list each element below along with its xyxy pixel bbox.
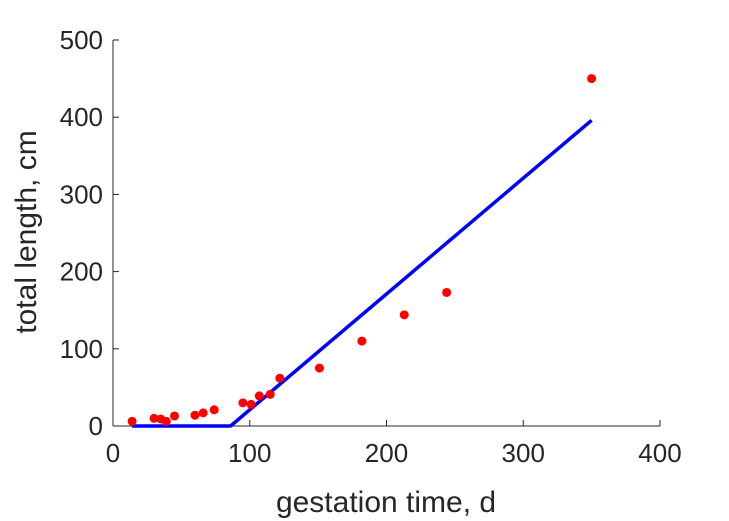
x-tick-label: 400 — [638, 438, 681, 468]
y-tick-label: 300 — [60, 179, 103, 209]
data-point — [190, 410, 200, 420]
x-tick-label: 100 — [228, 438, 271, 468]
data-point — [161, 416, 171, 426]
x-tick-label: 0 — [106, 438, 120, 468]
y-tick-label: 200 — [60, 257, 103, 287]
data-point — [149, 413, 159, 423]
data-point — [170, 411, 180, 421]
y-tick-label: 400 — [60, 102, 103, 132]
y-axis-label: total length, cm — [10, 130, 43, 333]
fit-line — [132, 118, 593, 428]
data-point — [246, 399, 256, 409]
data-point — [254, 391, 264, 401]
data-point — [399, 310, 409, 320]
data-point — [314, 363, 324, 373]
data-point — [265, 389, 275, 399]
axes: 0 100 200 300 400 0 100 200 300 400 500 — [60, 25, 682, 468]
y-tick-label: 100 — [60, 334, 103, 364]
data-point — [127, 416, 137, 426]
y-tick-label: 500 — [60, 25, 103, 55]
x-tick-label: 300 — [502, 438, 545, 468]
x-axis-label: gestation time, d — [276, 486, 496, 519]
y-tick-label: 0 — [89, 411, 103, 441]
plot-area — [127, 74, 597, 428]
data-point — [442, 287, 452, 297]
data-point — [357, 336, 367, 346]
data-point — [587, 74, 597, 84]
data-point — [238, 398, 248, 408]
data-point — [275, 373, 285, 383]
data-point — [198, 408, 208, 418]
data-point — [209, 405, 219, 415]
x-tick-label: 200 — [365, 438, 408, 468]
